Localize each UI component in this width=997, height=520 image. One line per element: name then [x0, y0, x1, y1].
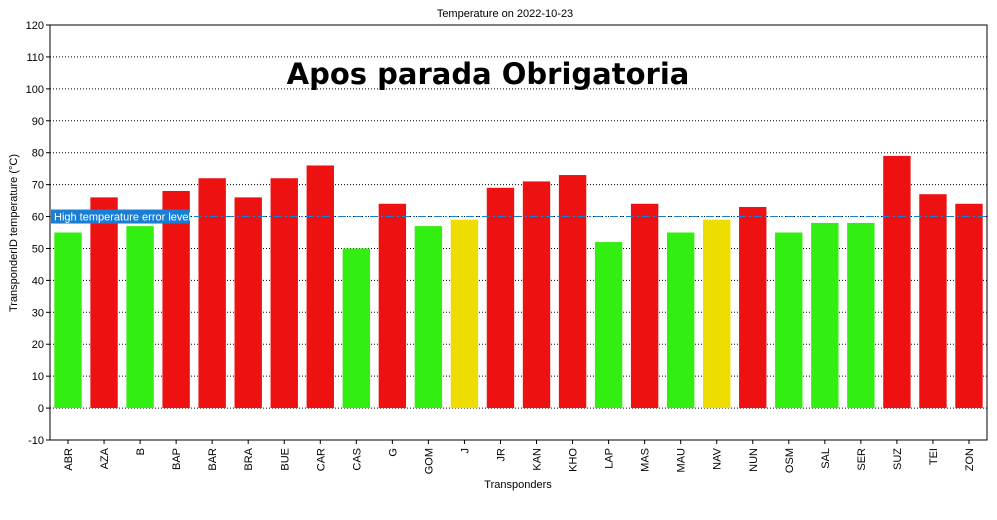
- y-tick-label: 90: [32, 116, 44, 128]
- bar-bap: [162, 191, 190, 409]
- x-tick-label: OSM: [784, 448, 796, 473]
- bar-j: [450, 219, 479, 409]
- y-tick-label: 70: [32, 180, 44, 192]
- y-tick-label: 0: [38, 403, 44, 415]
- bar-jr: [486, 187, 515, 409]
- y-tick-label: 30: [32, 307, 44, 319]
- y-tick-label: -10: [28, 435, 44, 447]
- x-tick-label: B: [135, 448, 147, 455]
- bar-tei: [919, 194, 947, 409]
- reference-line-group: High temperature error level: [50, 209, 987, 224]
- x-tick-label: BUE: [279, 448, 291, 471]
- x-tick-label: BAR: [207, 448, 219, 471]
- x-tick-label: MAU: [676, 448, 688, 473]
- x-axis-ticks: ABR AZA B BAP BAR BRA BUE CAR CAS G GOM J JR KAN KHO LA…: [63, 440, 976, 474]
- bar-bue: [270, 178, 298, 409]
- bar-bra: [234, 197, 262, 409]
- bar-gom: [414, 226, 443, 409]
- chart-title: Temperature on 2022-10-23: [437, 8, 573, 20]
- x-tick-label: SAL: [820, 448, 832, 469]
- bars: [54, 155, 983, 409]
- bar-lap: [594, 242, 623, 409]
- x-tick-label: AZA: [99, 447, 111, 469]
- bar-zon: [955, 203, 983, 409]
- x-axis-label: Transponders: [484, 479, 552, 491]
- bar-g: [378, 203, 407, 409]
- y-tick-label: 110: [26, 52, 44, 64]
- x-tick-label: JR: [495, 448, 507, 462]
- y-axis-label: TransponderID temperature (°C): [8, 154, 20, 312]
- x-tick-label: SUZ: [892, 448, 904, 470]
- y-tick-label: 20: [32, 339, 44, 351]
- x-tick-label: G: [387, 448, 399, 457]
- bar-osm: [775, 232, 803, 409]
- x-tick-label: J: [459, 448, 471, 454]
- bar-kan: [522, 181, 551, 409]
- plot-area-frame: [49, 24, 988, 441]
- x-tick-label: NUN: [748, 448, 760, 472]
- y-tick-label: 50: [32, 243, 44, 255]
- bar-bar: [198, 178, 226, 409]
- y-tick-label: 40: [32, 275, 44, 287]
- bar-abr: [54, 232, 82, 409]
- reference-line-label: High temperature error level: [54, 212, 191, 224]
- x-tick-label: LAP: [604, 448, 616, 469]
- x-tick-label: BRA: [243, 447, 255, 470]
- bar-sal: [811, 222, 839, 409]
- bar-kho: [558, 175, 587, 409]
- x-tick-label: CAS: [351, 448, 363, 471]
- x-tick-label: CAR: [315, 448, 327, 471]
- bar-ser: [847, 222, 875, 409]
- bar-nav: [703, 219, 731, 409]
- bar-nun: [739, 206, 767, 409]
- bar-car: [306, 165, 334, 409]
- y-tick-label: 100: [26, 84, 44, 96]
- y-tick-label: 80: [32, 148, 44, 160]
- x-tick-label: NAV: [712, 447, 724, 469]
- x-tick-label: MAS: [640, 448, 652, 472]
- bar-b: [126, 226, 154, 409]
- y-axis-ticks: -10 0 10 20 30 40 50 60 70 80 90 100 110 120: [26, 20, 50, 447]
- x-tick-label: BAP: [171, 448, 183, 470]
- x-tick-label: KAN: [532, 448, 544, 471]
- x-tick-label: ZON: [964, 448, 976, 471]
- y-tick-label: 10: [32, 371, 44, 383]
- x-tick-label: SER: [856, 448, 868, 471]
- x-tick-label: KHO: [568, 448, 580, 472]
- x-tick-label: TEI: [928, 448, 940, 465]
- y-tick-label: 120: [26, 20, 44, 32]
- reference-label-box: [51, 209, 190, 224]
- x-tick-label: ABR: [63, 448, 75, 471]
- gridlines: [50, 56, 987, 409]
- bar-suz: [883, 155, 911, 409]
- x-tick-label: GOM: [423, 448, 435, 474]
- bar-aza: [90, 197, 118, 409]
- y-tick-label: 60: [32, 212, 44, 224]
- bar-mau: [666, 232, 695, 409]
- bar-mas: [630, 203, 659, 409]
- bar-cas: [342, 248, 371, 409]
- overlay-annotation: Apos parada Obrigatoria: [287, 57, 690, 91]
